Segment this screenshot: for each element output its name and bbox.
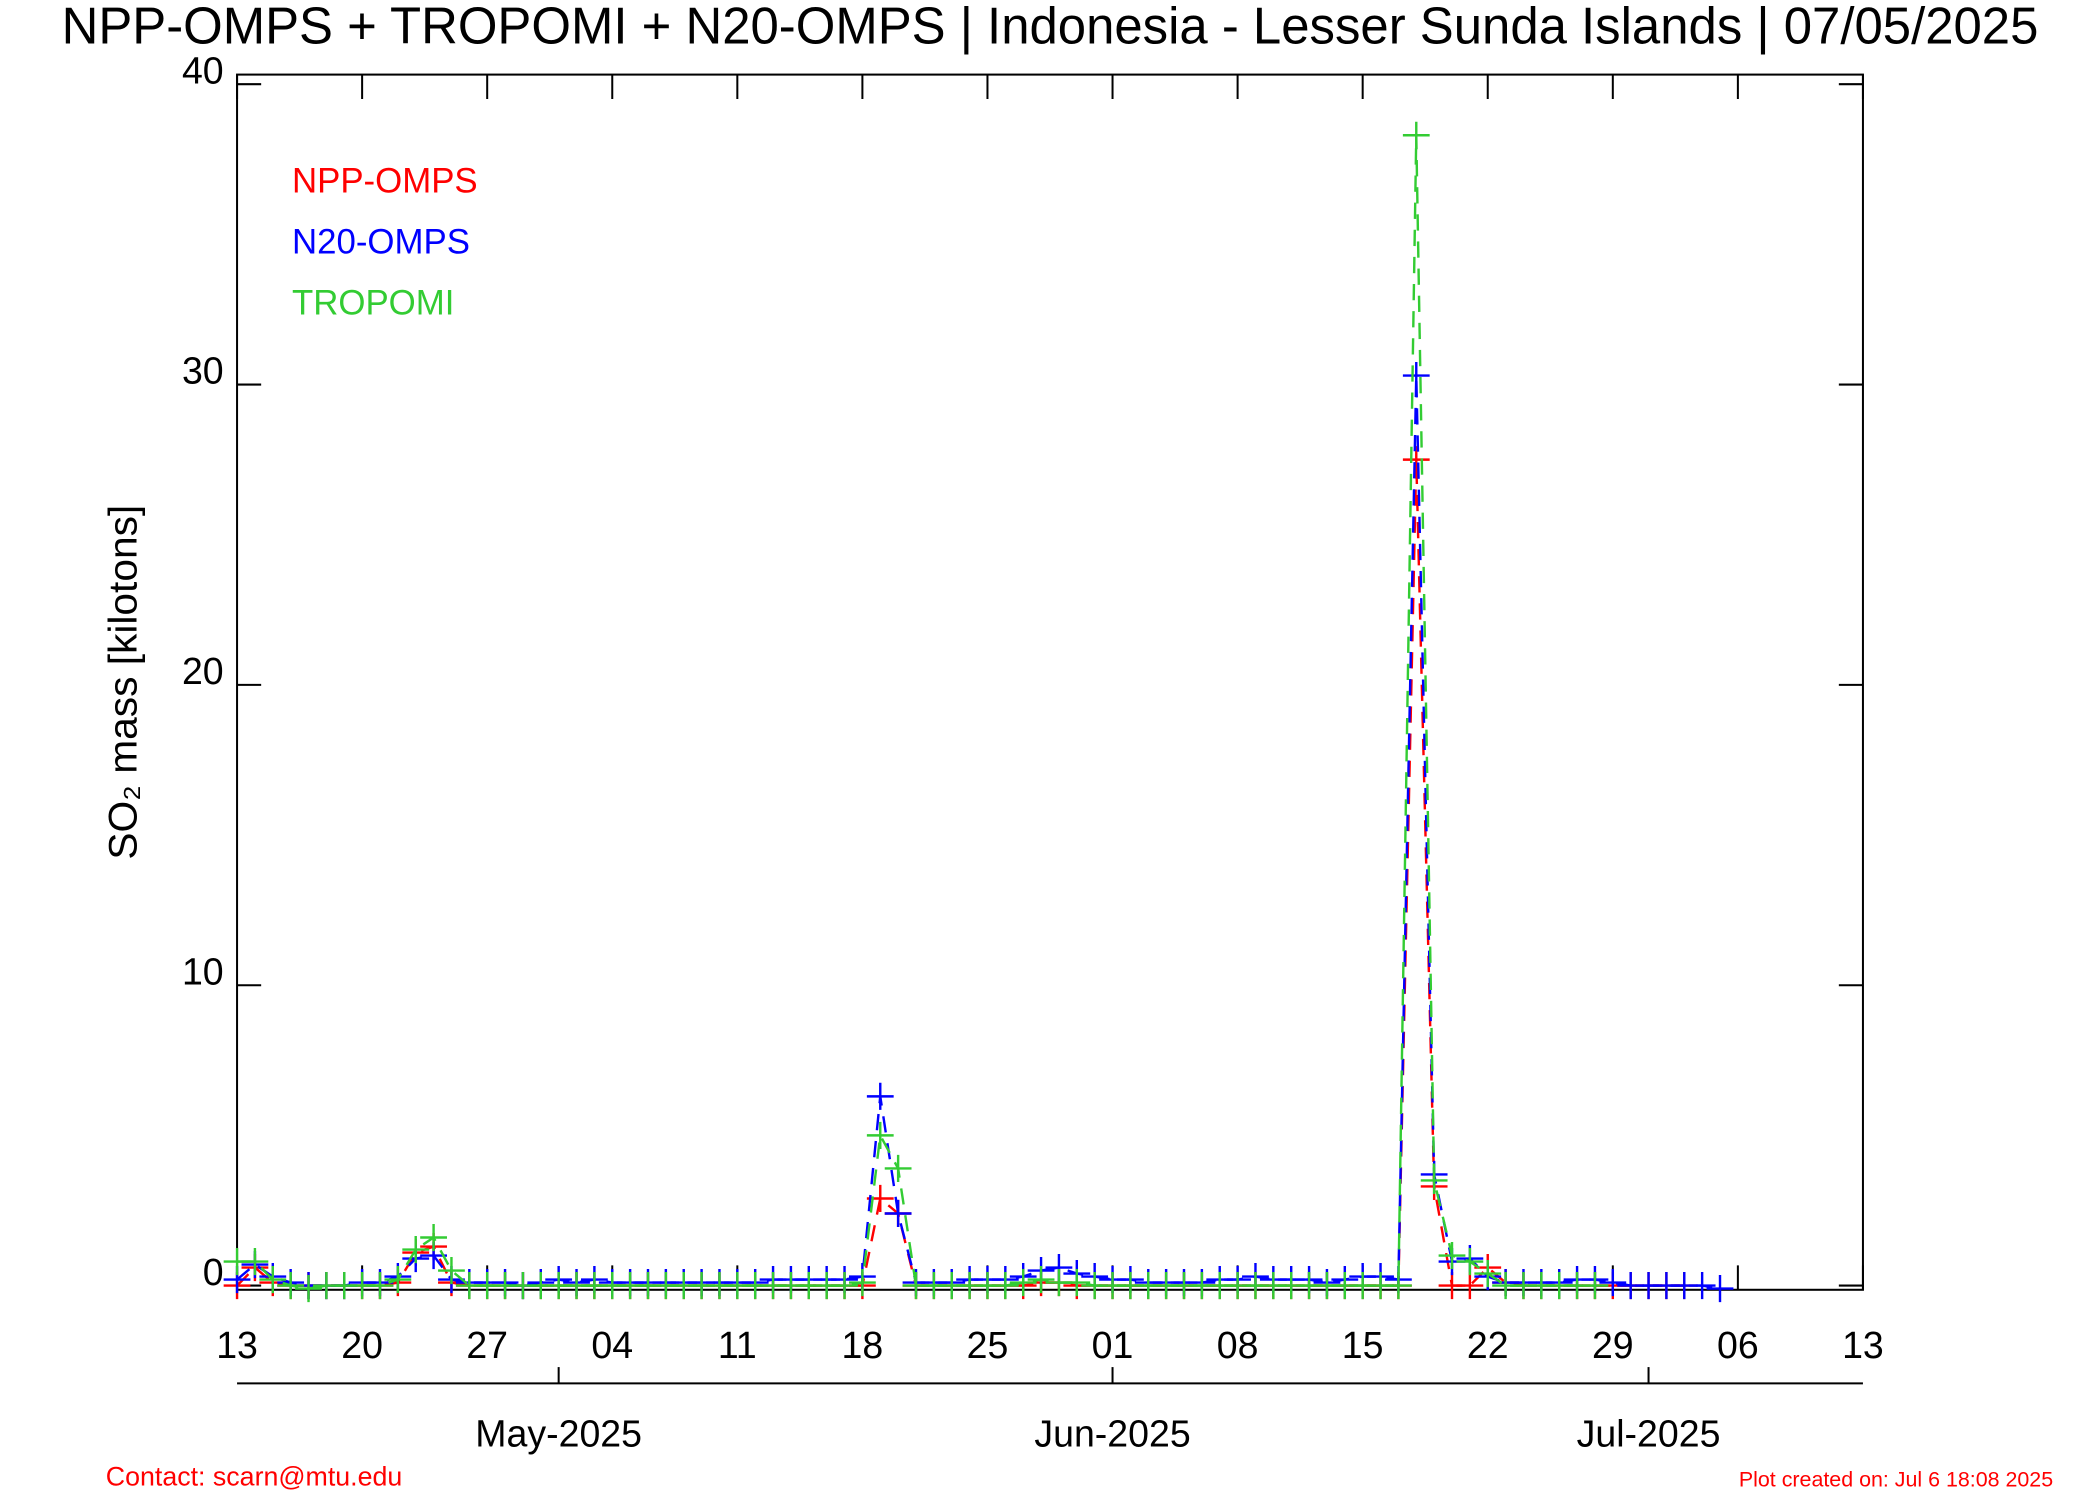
chart-title: NPP-OMPS + TROPOMI + N20-OMPS | Indonesi…: [62, 0, 2039, 55]
month-label: May-2025: [475, 1412, 642, 1454]
data-marker: [991, 1272, 1019, 1300]
x-tick-label: 29: [1592, 1324, 1634, 1366]
data-marker: [384, 1266, 412, 1294]
y-tick-label: 40: [182, 49, 224, 91]
x-tick-label: 13: [216, 1324, 258, 1366]
x-tick-label: 15: [1342, 1324, 1384, 1366]
data-marker: [1027, 1266, 1055, 1294]
data-marker: [295, 1275, 322, 1303]
data-marker: [1009, 1269, 1037, 1297]
data-marker: [866, 1082, 894, 1110]
legend-entry: N20-OMPS: [292, 222, 470, 261]
data-marker: [1706, 1275, 1734, 1303]
data-marker: [259, 1266, 287, 1294]
y-tick-label: 30: [182, 350, 224, 392]
data-marker: [1599, 1269, 1627, 1297]
data-marker: [1420, 1166, 1448, 1195]
x-tick-label: 25: [967, 1324, 1009, 1366]
month-label: Jul-2025: [1577, 1412, 1721, 1454]
x-tick-label: 06: [1717, 1324, 1759, 1366]
data-marker: [366, 1272, 394, 1300]
data-marker: [241, 1247, 269, 1276]
x-tick-label: 20: [341, 1324, 383, 1366]
data-marker: [1456, 1247, 1484, 1276]
x-tick-label: 22: [1467, 1324, 1509, 1366]
data-marker: [831, 1272, 858, 1300]
contact: Contact: scarn@mtu.edu: [106, 1461, 402, 1491]
series-line: [236, 459, 1685, 1287]
x-tick-label: 11: [718, 1324, 757, 1366]
data-marker: [1063, 1269, 1091, 1297]
data-marker: [884, 1154, 912, 1183]
legend-entry: TROPOMI: [292, 283, 454, 322]
y-tick-label: 20: [182, 650, 224, 692]
x-tick-label: 18: [842, 1324, 884, 1366]
data-marker: [1402, 446, 1430, 474]
data-marker: [1474, 1260, 1502, 1288]
legend-entry: NPP-OMPS: [292, 161, 478, 200]
data-marker: [277, 1272, 305, 1300]
data-marker: [1456, 1272, 1484, 1300]
plot-frame: [236, 73, 1864, 1291]
data-marker: [402, 1235, 430, 1264]
data-marker: [1438, 1241, 1466, 1270]
x-tick-label: 13: [1842, 1324, 1884, 1366]
data-marker: [849, 1269, 876, 1297]
data-marker: [1385, 1272, 1412, 1300]
data-marker: [420, 1223, 447, 1252]
x-tick-label: 08: [1217, 1324, 1259, 1366]
month-label: Jun-2025: [1034, 1412, 1190, 1454]
data-marker: [438, 1256, 465, 1285]
x-tick-label: 01: [1092, 1324, 1134, 1366]
data-marker: [884, 1199, 912, 1228]
created-note: Plot created on: Jul 6 18:08 2025: [1739, 1467, 2053, 1492]
x-tick-label: 04: [591, 1324, 633, 1366]
data-marker: [1402, 121, 1430, 149]
y-axis-label: SO₂ mass [kilotons]: [100, 505, 146, 860]
y-tick-label: 10: [182, 950, 224, 992]
y-tick-label: 0: [203, 1251, 224, 1293]
data-marker: [1581, 1272, 1609, 1300]
data-marker: [1688, 1272, 1716, 1300]
data-marker: [866, 1121, 894, 1149]
x-tick-label: 27: [466, 1324, 508, 1366]
data-marker: [1402, 361, 1430, 390]
